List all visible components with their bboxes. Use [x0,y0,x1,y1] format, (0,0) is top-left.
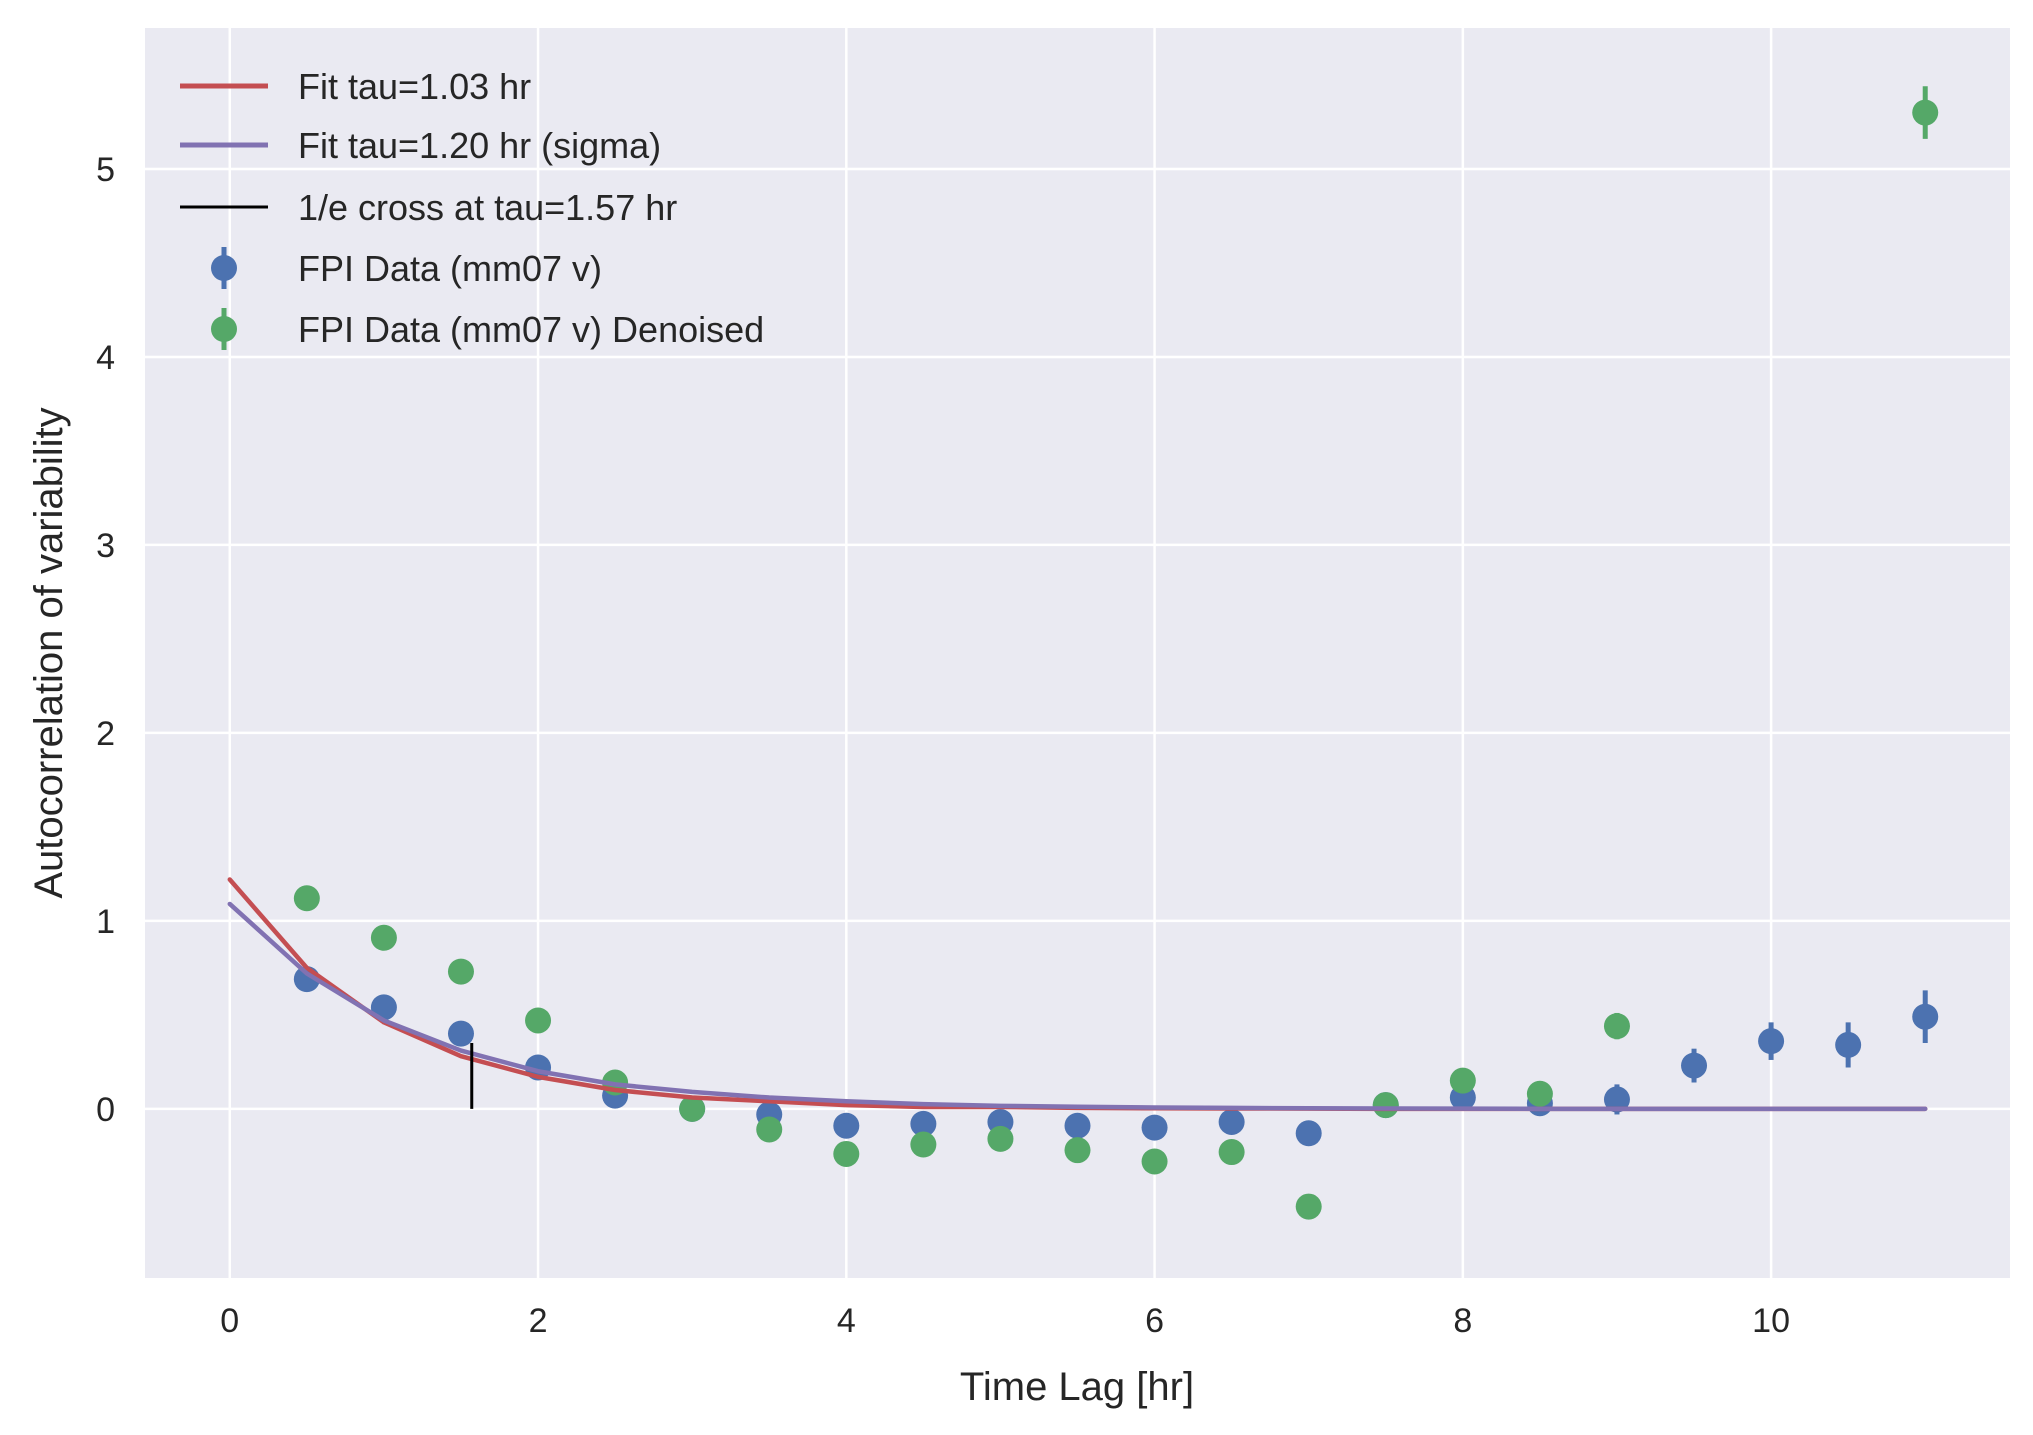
data-point [833,1112,860,1139]
legend-label: FPI Data (mm07 v) Denoised [298,309,764,350]
data-point [370,924,397,951]
data-point [1218,1108,1245,1135]
data-point [1758,1028,1785,1055]
y-tick-label: 0 [96,1091,115,1129]
data-point [447,958,474,985]
x-tick-label: 0 [220,1302,239,1340]
data-point [1603,1086,1630,1113]
data-point [1141,1114,1168,1141]
data-point [293,885,320,912]
data-series-4 [293,86,1939,1220]
data-point [1681,1052,1708,1079]
x-tick-labels: 0 2 4 6 8 10 [220,1302,1790,1340]
legend-label: Fit tau=1.20 hr (sigma) [298,125,661,166]
data-point [1064,1112,1091,1139]
x-tick-label: 2 [529,1302,548,1340]
data-point [987,1125,1014,1152]
y-axis-title: Autocorrelation of variability [27,407,71,898]
data-point [1526,1080,1553,1107]
grid [145,28,2010,1278]
data-point [756,1116,783,1143]
legend-swatch-marker [211,255,237,281]
data-point [525,1007,552,1034]
data-point [1912,99,1939,126]
data-point [1372,1092,1399,1119]
data-point [910,1131,937,1158]
x-tick-label: 8 [1453,1302,1472,1340]
data-point [1064,1137,1091,1164]
x-axis-title: Time Lag [hr] [960,1365,1194,1409]
y-tick-label: 2 [96,715,115,753]
x-tick-label: 6 [1145,1302,1164,1340]
x-tick-label: 10 [1752,1302,1790,1340]
x-tick-label: 4 [837,1302,856,1340]
data-point [679,1095,706,1122]
y-tick-label: 5 [96,151,115,189]
legend-label: 1/e cross at tau=1.57 hr [298,187,677,228]
y-tick-labels: 0 1 2 3 4 5 [96,151,115,1129]
data-point [1141,1148,1168,1175]
data-point [833,1140,860,1167]
y-tick-label: 4 [96,339,115,377]
y-tick-label: 3 [96,527,115,565]
data-point [370,994,397,1021]
fit-line-1 [227,901,1928,1112]
series-layer [227,86,1939,1220]
data-point [1449,1067,1476,1094]
legend: Fit tau=1.03 hr Fit tau=1.20 hr (sigma) 1/… [180,66,764,350]
data-point [1603,1013,1630,1040]
data-point [1295,1120,1322,1147]
data-point [447,1020,474,1047]
data-point [1218,1139,1245,1166]
data-point [1295,1193,1322,1220]
data-point [1835,1031,1862,1058]
y-tick-label: 1 [96,903,115,941]
legend-label: Fit tau=1.03 hr [298,66,531,107]
data-point [910,1110,937,1137]
data-point [1912,1003,1939,1030]
legend-swatch-marker [211,316,237,342]
legend-label: FPI Data (mm07 v) [298,248,602,289]
